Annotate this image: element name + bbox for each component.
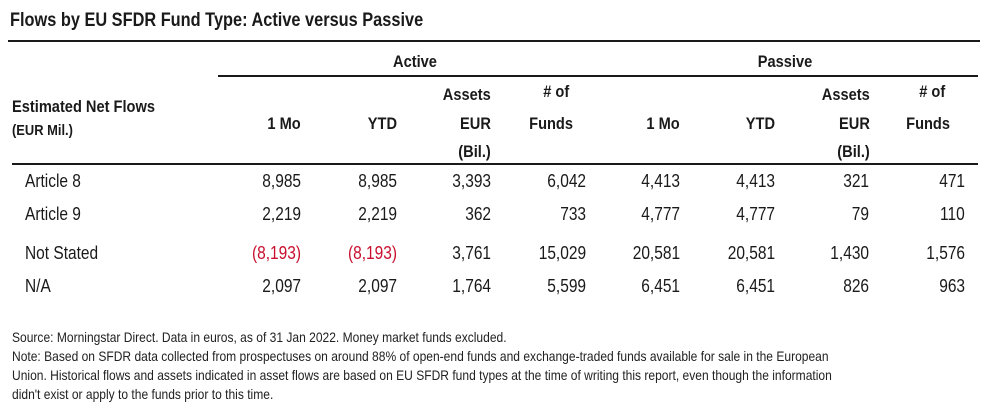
cell-passive-ytd: 4,413 <box>736 171 775 191</box>
table-title: Flows by EU SFDR Fund Type: Active versu… <box>10 10 424 31</box>
cell-active-funds: 6,042 <box>547 171 586 191</box>
cell-passive-1mo: 20,581 <box>632 243 680 263</box>
col-passive-funds-l2: Funds <box>906 114 950 133</box>
cell-passive-assets: 79 <box>851 204 869 224</box>
cell-active-assets: 3,761 <box>452 243 491 263</box>
col-passive-1mo: 1 Mo <box>646 114 680 133</box>
col-active-ytd: YTD <box>367 114 397 133</box>
cell-active-1mo: 8,985 <box>262 171 301 191</box>
footnote-note-line1: Note: Based on SFDR data collected from … <box>12 348 829 364</box>
col-active-funds-l1: # of <box>542 82 569 101</box>
cell-passive-ytd: 20,581 <box>727 243 775 263</box>
row-header-unit: (EUR Mil.) <box>12 122 73 139</box>
cell-passive-funds: 963 <box>939 276 965 296</box>
cell-passive-ytd: 4,777 <box>736 204 775 224</box>
cell-active-assets: 362 <box>465 204 491 224</box>
col-passive-assets-l1: Assets <box>822 85 870 104</box>
group-header-passive: Passive <box>757 52 813 71</box>
row-label: Article 8 <box>25 171 81 191</box>
header-divider <box>12 163 978 165</box>
cell-passive-assets: 826 <box>843 276 869 296</box>
cell-passive-funds: 1,576 <box>926 243 965 263</box>
title-divider <box>8 40 980 42</box>
cell-active-ytd: 2,097 <box>358 276 397 296</box>
group-header-active: Active <box>393 52 437 71</box>
footnote-source: Source: Morningstar Direct. Data in euro… <box>12 329 507 345</box>
row-label: N/A <box>25 276 51 296</box>
cell-passive-1mo: 4,413 <box>641 171 680 191</box>
cell-passive-ytd: 6,451 <box>736 276 775 296</box>
col-passive-assets-l2: EUR <box>839 114 870 133</box>
col-active-1mo: 1 Mo <box>267 114 301 133</box>
row-label: Article 9 <box>25 204 81 224</box>
col-active-assets-l3: (Bil.) <box>458 142 491 161</box>
cell-active-1mo: 2,097 <box>262 276 301 296</box>
cell-passive-1mo: 4,777 <box>641 204 680 224</box>
cell-active-ytd: (8,193) <box>347 243 397 263</box>
cell-active-assets: 3,393 <box>452 171 491 191</box>
col-passive-ytd: YTD <box>745 114 775 133</box>
cell-active-funds: 5,599 <box>547 276 586 296</box>
footnote-note-line2: Union. Historical flows and assets indic… <box>12 367 832 383</box>
cell-active-assets: 1,764 <box>452 276 491 296</box>
col-active-assets-l1: Assets <box>443 85 491 104</box>
cell-passive-funds: 471 <box>939 171 965 191</box>
cell-active-funds: 733 <box>560 204 586 224</box>
row-header-title: Estimated Net Flows <box>12 97 155 116</box>
cell-passive-funds: 110 <box>940 204 965 224</box>
cell-active-funds: 15,029 <box>538 243 586 263</box>
cell-passive-assets: 1,430 <box>830 243 869 263</box>
col-passive-funds-l1: # of <box>918 82 945 101</box>
col-active-assets-l2: EUR <box>460 114 491 133</box>
cell-passive-assets: 321 <box>843 171 869 191</box>
footnote-note-line3: didn't exist or apply to the funds prior… <box>12 386 274 402</box>
cell-active-1mo: 2,219 <box>262 204 301 224</box>
cell-passive-1mo: 6,451 <box>641 276 680 296</box>
cell-active-1mo: (8,193) <box>251 243 301 263</box>
cell-active-ytd: 2,219 <box>358 204 397 224</box>
col-passive-assets-l3: (Bil.) <box>837 142 870 161</box>
cell-active-ytd: 8,985 <box>358 171 397 191</box>
col-active-funds-l2: Funds <box>529 114 573 133</box>
row-label: Not Stated <box>25 243 99 263</box>
group-divider <box>218 75 978 77</box>
